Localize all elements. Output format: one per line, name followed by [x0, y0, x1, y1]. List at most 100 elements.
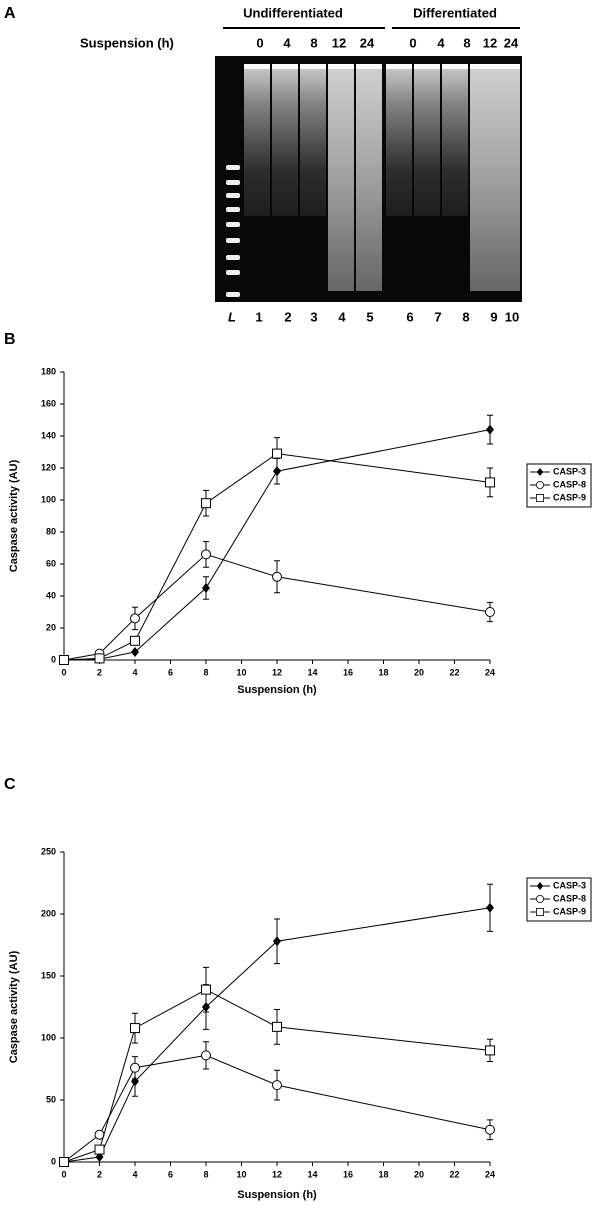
- x-tick-label: 14: [307, 667, 317, 677]
- gel-well: [496, 64, 520, 69]
- y-tick-label: 150: [41, 970, 56, 980]
- marker: [536, 481, 545, 490]
- marker: [536, 894, 545, 903]
- marker: [130, 635, 140, 646]
- x-tick-label: 12: [272, 1169, 282, 1179]
- gel-lane: [272, 66, 298, 216]
- marker: [536, 882, 544, 890]
- x-tick-label: 10: [236, 1169, 246, 1179]
- gel-well: [386, 64, 412, 69]
- marker: [536, 468, 544, 476]
- series-line: [63, 553, 491, 661]
- ladder-band: [226, 222, 240, 227]
- legend-label: CASP-8: [553, 893, 586, 903]
- x-tick-label: 2: [97, 1169, 102, 1179]
- x-tick-label: 16: [343, 667, 353, 677]
- hour-label: 12: [332, 35, 346, 50]
- x-axis-label: Suspension (h): [237, 1189, 317, 1201]
- y-tick-label: 20: [46, 622, 56, 632]
- y-tick-label: 160: [41, 398, 56, 408]
- marker: [201, 549, 211, 560]
- marker: [94, 653, 105, 664]
- group-label: Differentiated: [413, 5, 497, 20]
- y-tick-label: 140: [41, 430, 56, 440]
- hour-label: 12: [483, 35, 497, 50]
- hour-label: 0: [409, 35, 416, 50]
- gel-well: [328, 64, 354, 69]
- lane-label: 9: [490, 309, 497, 324]
- lane-label: 8: [462, 309, 469, 324]
- hour-label: 24: [504, 35, 519, 50]
- y-tick-label: 250: [41, 846, 56, 856]
- marker: [131, 647, 139, 657]
- y-tick-label: 100: [41, 494, 56, 504]
- x-tick-label: 6: [168, 1169, 173, 1179]
- series-line: [63, 429, 491, 661]
- gel-lane: [386, 66, 412, 216]
- hour-label: 4: [437, 35, 445, 50]
- marker: [536, 907, 545, 916]
- x-axis-label: Suspension (h): [237, 684, 317, 696]
- legend-label: CASP-3: [553, 466, 586, 476]
- x-tick-label: 22: [449, 1169, 459, 1179]
- marker: [486, 424, 494, 435]
- marker: [130, 1062, 140, 1073]
- y-tick-label: 0: [51, 1156, 56, 1166]
- x-tick-label: 10: [236, 667, 246, 677]
- x-tick-label: 20: [414, 1169, 424, 1179]
- marker: [201, 984, 211, 995]
- marker: [273, 936, 281, 947]
- marker: [485, 607, 495, 617]
- gel-lane: [244, 66, 270, 216]
- legend: CASP-3 CASP-8 CASP-9: [526, 463, 592, 508]
- lane-label: 1: [255, 309, 262, 324]
- gel-well: [470, 64, 496, 69]
- y-axis-label: Caspase activity (AU): [8, 459, 20, 572]
- panel-label: C: [4, 776, 16, 793]
- series-line: [63, 453, 491, 661]
- y-tick-label: 40: [46, 590, 56, 600]
- hour-label: 8: [463, 35, 470, 50]
- x-tick-label: 8: [203, 1169, 208, 1179]
- lane-label: 4: [338, 309, 346, 324]
- gel-lane: [414, 66, 440, 216]
- legend-label: CASP-3: [553, 880, 586, 890]
- gel-lane: [300, 66, 326, 216]
- lane-label: 7: [434, 309, 441, 324]
- lane-label: 6: [406, 309, 413, 324]
- marker: [59, 655, 69, 665]
- x-tick-label: 20: [414, 667, 424, 677]
- panel-label: A: [4, 5, 16, 22]
- lane-label: L: [228, 309, 236, 324]
- y-axis-label: Caspase activity (AU): [8, 950, 20, 1063]
- gel-lane: [328, 66, 354, 291]
- marker: [272, 571, 282, 582]
- gel-well: [300, 64, 326, 69]
- lane-label: 5: [366, 309, 373, 324]
- gel-image: [215, 27, 522, 302]
- y-tick-label: 60: [46, 558, 56, 568]
- y-tick-label: 180: [41, 366, 56, 376]
- marker: [272, 1021, 282, 1032]
- y-tick-label: 200: [41, 908, 56, 918]
- ladder-band: [226, 255, 240, 260]
- marker: [202, 583, 210, 593]
- hour-label: 0: [256, 35, 263, 50]
- x-tick-label: 0: [61, 1169, 66, 1179]
- gel-well: [244, 64, 270, 69]
- x-tick-label: 24: [485, 667, 495, 677]
- group-label: Undifferentiated: [243, 5, 343, 20]
- legend-label: CASP-8: [553, 479, 586, 489]
- gel-lane: [470, 66, 496, 291]
- x-tick-label: 18: [378, 667, 388, 677]
- marker: [272, 1080, 282, 1091]
- gel-lane: [442, 66, 468, 216]
- marker: [485, 477, 495, 488]
- panel-label: B: [4, 331, 16, 348]
- ladder-band: [226, 180, 240, 185]
- row-label: Suspension (h): [80, 35, 174, 50]
- gel-well: [356, 64, 382, 69]
- x-tick-label: 12: [272, 667, 282, 677]
- marker: [201, 1050, 211, 1061]
